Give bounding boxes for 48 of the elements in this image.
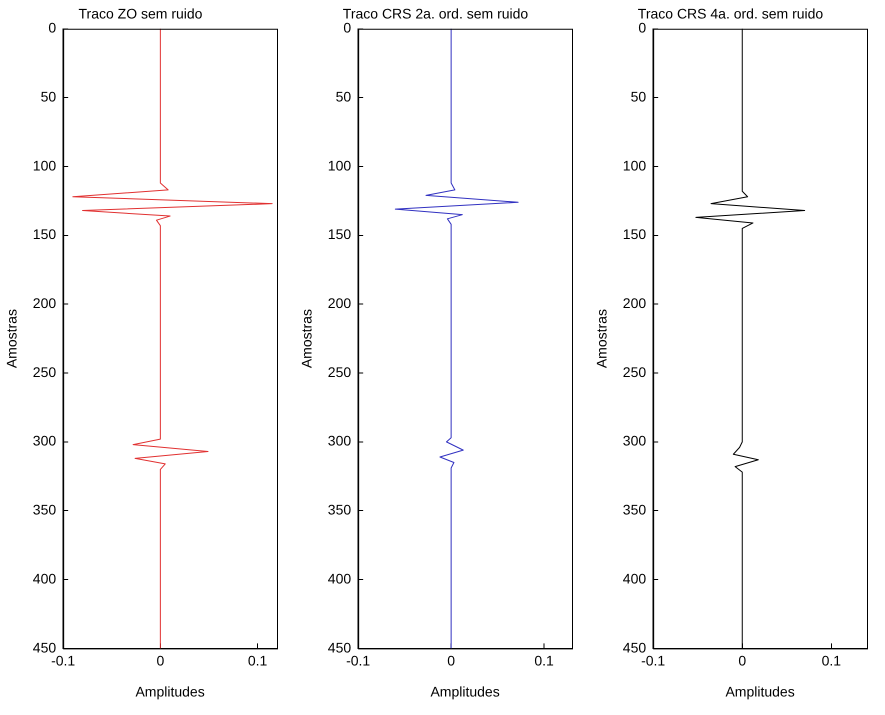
y-tick-label: 250 bbox=[622, 364, 646, 380]
x-tick-label: 0 bbox=[738, 652, 746, 669]
chart-title: Traco ZO sem ruido bbox=[78, 5, 203, 22]
y-axis-title: Amostras bbox=[298, 309, 314, 368]
y-tick-label: 150 bbox=[622, 226, 646, 242]
y-tick-label: 0 bbox=[48, 20, 56, 36]
y-tick-label: 50 bbox=[40, 88, 56, 105]
x-tick-label: -0.1 bbox=[641, 652, 666, 669]
y-tick-label: 100 bbox=[32, 157, 56, 174]
y-tick-label: 450 bbox=[622, 639, 646, 656]
y-tick-label: 300 bbox=[328, 432, 352, 449]
chart-title: Traco CRS 4a. ord. sem ruido bbox=[638, 5, 824, 22]
y-tick-label: 200 bbox=[622, 295, 646, 312]
y-tick-label: 400 bbox=[622, 570, 646, 586]
x-axis-title: Amplitudes bbox=[725, 683, 795, 700]
y-tick-label: 250 bbox=[32, 364, 56, 380]
x-tick-label: -0.1 bbox=[51, 652, 76, 669]
y-tick-label: 50 bbox=[630, 88, 646, 105]
y-tick-label: 150 bbox=[328, 226, 352, 242]
y-tick-label: 300 bbox=[622, 432, 646, 449]
x-tick-label: 0.1 bbox=[534, 652, 554, 669]
x-tick-label: -0.1 bbox=[346, 652, 370, 669]
y-tick-label: 450 bbox=[32, 639, 56, 656]
y-axis-title: Amostras bbox=[3, 309, 20, 368]
y-tick-label: 150 bbox=[32, 226, 56, 242]
x-tick-label: 0.1 bbox=[822, 652, 842, 669]
y-tick-label: 400 bbox=[32, 570, 56, 586]
y-tick-label: 250 bbox=[328, 364, 352, 380]
y-tick-label: 350 bbox=[32, 502, 56, 518]
y-tick-label: 100 bbox=[622, 157, 646, 174]
y-tick-label: 0 bbox=[638, 20, 646, 36]
y-tick-label: 100 bbox=[328, 157, 352, 174]
x-tick-label: 0 bbox=[447, 652, 456, 669]
x-axis-title: Amplitudes bbox=[430, 683, 500, 700]
y-tick-label: 0 bbox=[343, 20, 352, 36]
y-tick-label: 50 bbox=[336, 88, 352, 105]
y-tick-label: 300 bbox=[32, 432, 56, 449]
y-axis-title: Amostras bbox=[593, 309, 610, 368]
x-tick-label: 0.1 bbox=[248, 652, 268, 669]
y-tick-label: 200 bbox=[32, 295, 56, 312]
y-tick-label: 350 bbox=[328, 502, 352, 518]
chart-title: Traco CRS 2a. ord. sem ruido bbox=[342, 5, 528, 22]
y-tick-label: 200 bbox=[328, 295, 352, 312]
x-axis-title: Amplitudes bbox=[135, 683, 205, 700]
y-tick-label: 350 bbox=[622, 502, 646, 518]
y-tick-label: 450 bbox=[328, 639, 352, 656]
x-tick-label: 0 bbox=[156, 652, 164, 669]
y-tick-label: 400 bbox=[328, 570, 352, 586]
